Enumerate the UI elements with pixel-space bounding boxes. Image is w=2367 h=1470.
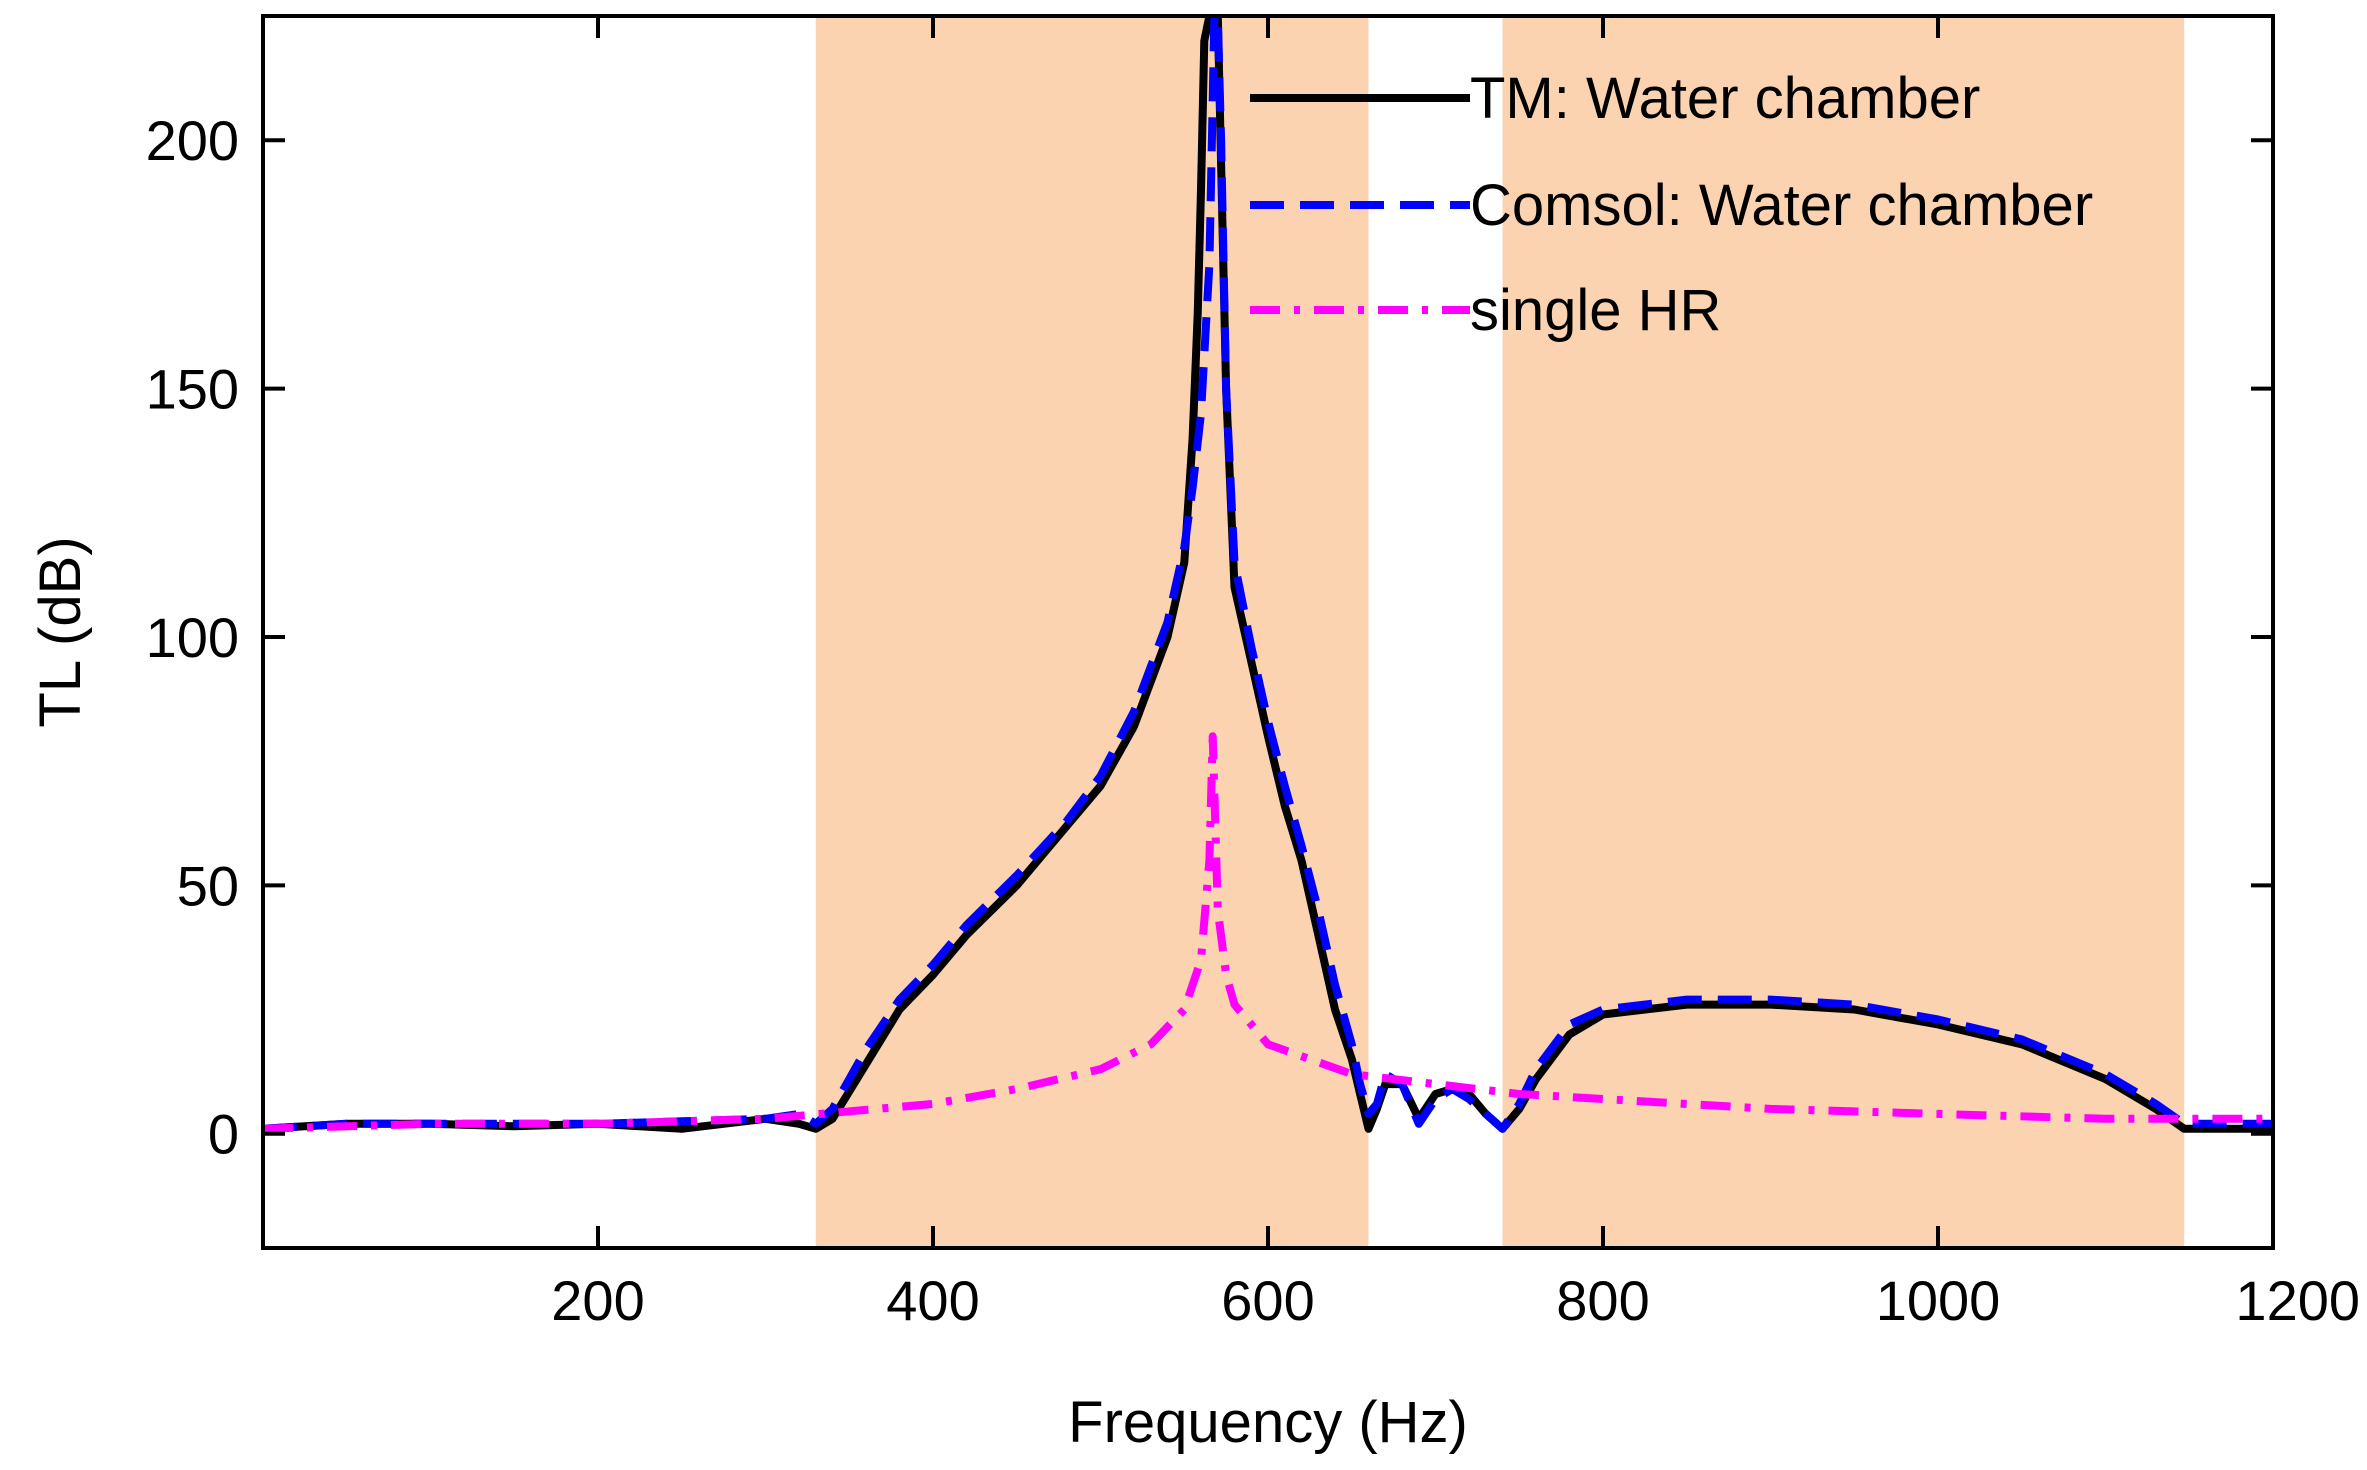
y-axis-title: TL (dB) (28, 536, 93, 727)
y-tick-label-150: 150 (146, 358, 239, 421)
y-tick-label-100: 100 (146, 606, 239, 669)
y-tick-label-0: 0 (208, 1103, 239, 1166)
shaded-band-1 (815, 16, 1369, 1248)
x-tick-label-400: 400 (886, 1269, 979, 1332)
legend-label-1: TM: Water chamber (1470, 66, 1980, 131)
x-tick-label-800: 800 (1556, 1269, 1649, 1332)
x-tick-label-1200: 1200 (2235, 1269, 2360, 1332)
legend: TM: Water chamber Comsol: Water chamber si… (1250, 66, 2093, 343)
shaded-band-2 (1502, 16, 2185, 1248)
series-line-2 (263, 16, 2273, 1133)
series-line-1 (263, 16, 2273, 1133)
x-tick-label-600: 600 (1221, 1269, 1314, 1332)
legend-label-3: single HR (1470, 278, 1721, 343)
series-line-3 (263, 732, 2273, 1133)
x-tick-label-200: 200 (551, 1269, 644, 1332)
legend-label-2: Comsol: Water chamber (1470, 173, 2093, 238)
x-tick-labels: 200 400 600 800 1000 1200 (551, 1269, 2360, 1332)
x-tick-label-1000: 1000 (1876, 1269, 2001, 1332)
y-tick-label-200: 200 (146, 109, 239, 172)
y-tick-labels: 0 50 100 150 200 (146, 109, 239, 1166)
shaded-bands (815, 16, 2185, 1248)
x-axis-title: Frequency (Hz) (1068, 1390, 1468, 1455)
axis-ticks (263, 16, 2275, 1248)
series-lines (263, 16, 2273, 1133)
y-tick-label-50: 50 (177, 854, 239, 917)
